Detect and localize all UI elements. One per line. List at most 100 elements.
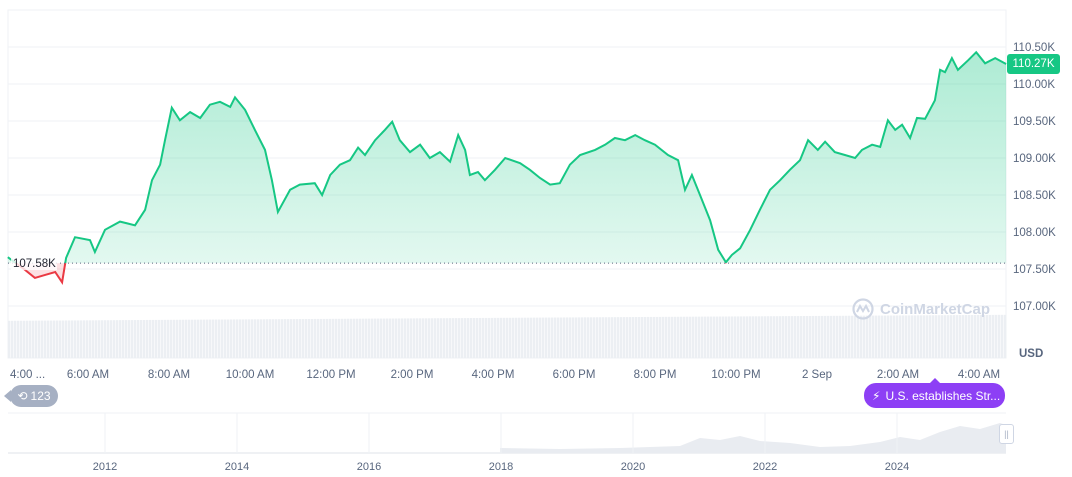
volume-bar — [851, 315, 854, 358]
volume-bar — [113, 320, 116, 358]
volume-bar — [203, 319, 206, 358]
volume-bar — [989, 314, 992, 358]
volume-bar — [992, 314, 995, 358]
volume-bar — [722, 316, 725, 358]
volume-bar — [461, 318, 464, 358]
volume-bar — [125, 320, 128, 358]
volume-bar — [737, 316, 740, 358]
volume-bar — [890, 315, 893, 358]
volume-bar — [812, 315, 815, 358]
volume-bar — [524, 317, 527, 358]
volume-bar — [128, 320, 131, 358]
navigator-drag-handle[interactable]: || — [999, 424, 1014, 444]
price-line-up — [7, 50, 1007, 264]
volume-bar — [323, 318, 326, 358]
volume-bar — [665, 316, 668, 358]
volume-bar — [953, 315, 956, 358]
volume-bar — [995, 314, 998, 358]
volume-bar — [761, 316, 764, 358]
volume-bar — [818, 315, 821, 358]
volume-bar — [296, 319, 299, 358]
volume-bar — [797, 316, 800, 358]
navigator-year-label: 2024 — [885, 461, 909, 473]
volume-bar — [899, 315, 902, 358]
volume-bar — [785, 316, 788, 358]
volume-bar — [116, 320, 119, 358]
lightning-icon: ⚡︎ — [872, 388, 881, 403]
volume-bar — [845, 315, 848, 358]
volume-bar — [194, 319, 197, 358]
volume-bar — [53, 320, 56, 358]
volume-bar — [467, 318, 470, 358]
x-tick-label: 10:00 PM — [711, 369, 760, 381]
volume-bar — [176, 319, 179, 358]
volume-bar — [746, 316, 749, 358]
volume-bar — [92, 320, 95, 358]
volume-bar — [167, 319, 170, 358]
volume-bar — [122, 320, 125, 358]
volume-bar — [998, 314, 1001, 358]
volume-bar — [941, 315, 944, 358]
volume-bar — [152, 319, 155, 358]
volume-bar — [56, 320, 59, 358]
volume-bar — [20, 320, 23, 358]
volume-bar — [554, 317, 557, 358]
volume-bar — [626, 317, 629, 358]
volume-bar — [764, 316, 767, 358]
volume-bar — [212, 319, 215, 358]
volume-bar — [503, 317, 506, 358]
volume-bar — [14, 320, 17, 358]
volume-bar — [560, 317, 563, 358]
volume-bar — [50, 320, 53, 358]
volume-bar — [617, 317, 620, 358]
volume-bar — [497, 317, 500, 358]
volume-bar — [656, 316, 659, 358]
events-count-button[interactable]: ⟲ 123 — [4, 385, 58, 407]
volume-bar — [866, 315, 869, 358]
volume-bar — [740, 316, 743, 358]
volume-bar — [281, 319, 284, 358]
volume-bar — [719, 316, 722, 358]
news-event-button[interactable]: ⚡︎ U.S. establishes Str... — [864, 378, 1005, 408]
volume-bar — [275, 319, 278, 358]
volume-bar — [923, 315, 926, 358]
volume-bar — [605, 317, 608, 358]
news-event-label: U.S. establishes Str... — [885, 388, 1001, 403]
volume-bar — [206, 319, 209, 358]
volume-bar — [257, 319, 260, 358]
volume-bar — [668, 316, 671, 358]
volume-bar — [659, 316, 662, 358]
y-tick-label: 110.00K — [1013, 79, 1055, 91]
volume-bar — [98, 320, 101, 358]
volume-bar — [731, 316, 734, 358]
volume-bar — [782, 316, 785, 358]
volume-bar — [170, 319, 173, 358]
volume-bar — [260, 319, 263, 358]
volume-bar — [86, 320, 89, 358]
volume-bar — [620, 317, 623, 358]
volume-bar — [80, 320, 83, 358]
volume-bar — [362, 318, 365, 358]
volume-bar — [374, 318, 377, 358]
volume-bar — [557, 317, 560, 358]
volume-bar — [686, 316, 689, 358]
volume-bar — [974, 314, 977, 358]
volume-bar — [893, 315, 896, 358]
volume-bar — [548, 317, 551, 358]
volume-bar — [68, 320, 71, 358]
volume-bar — [173, 319, 176, 358]
volume-bar — [398, 318, 401, 358]
volume-bar — [569, 317, 572, 358]
volume-bar — [137, 320, 140, 358]
volume-bar — [599, 317, 602, 358]
volume-bar — [806, 316, 809, 358]
volume-bar — [608, 317, 611, 358]
volume-bar — [842, 315, 845, 358]
volume-bar — [611, 317, 614, 358]
volume-bar — [143, 319, 146, 358]
volume-bar — [11, 320, 14, 358]
volume-bar — [959, 315, 962, 358]
volume-bar — [191, 319, 194, 358]
volume-bar — [758, 316, 761, 358]
